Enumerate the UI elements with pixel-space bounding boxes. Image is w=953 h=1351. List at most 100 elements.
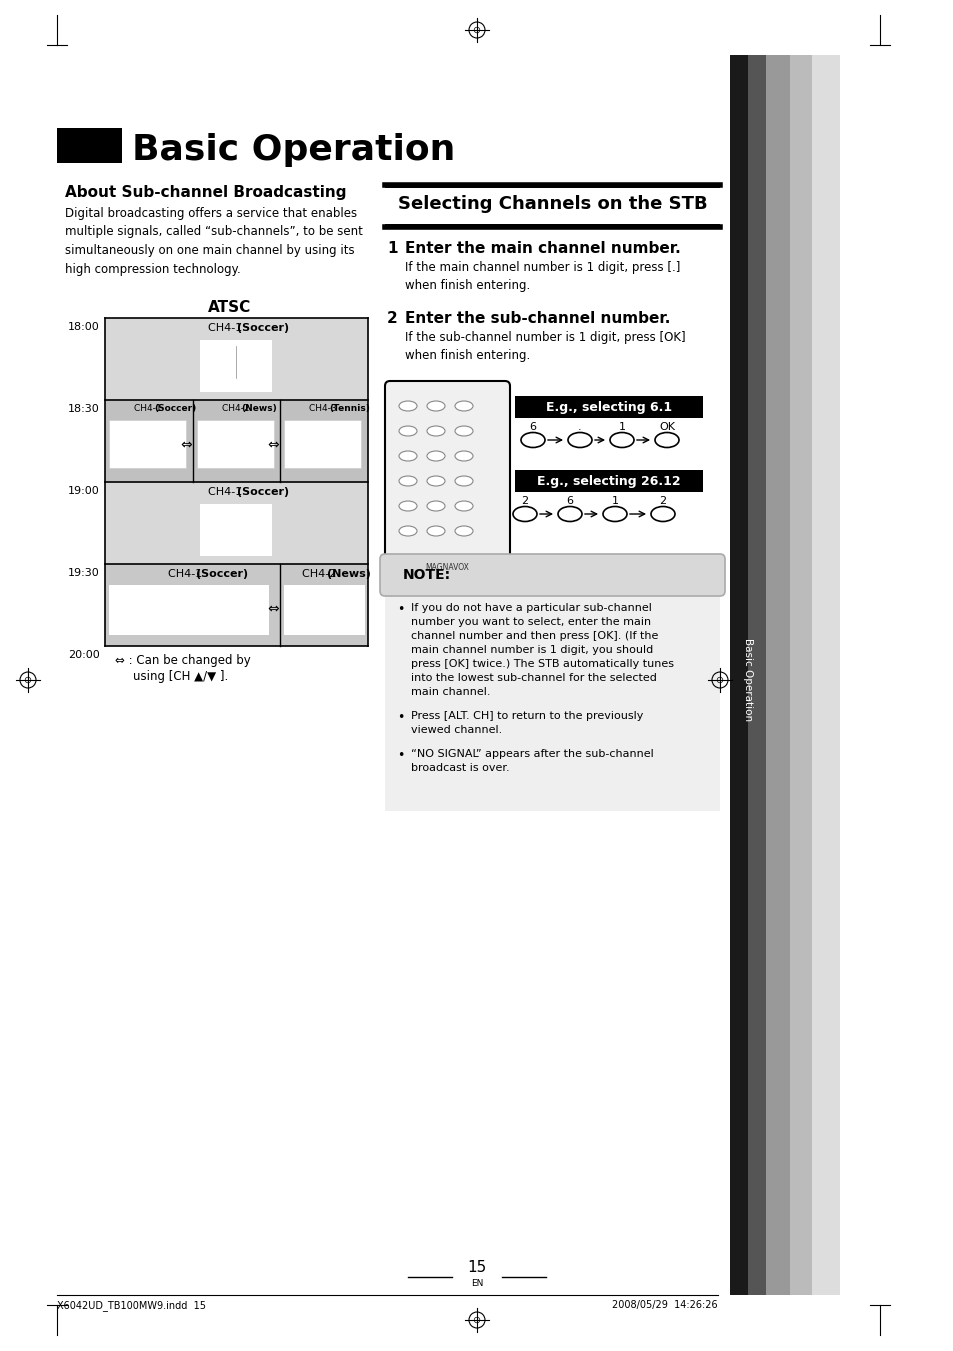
- Bar: [57, 128, 122, 163]
- Ellipse shape: [513, 507, 537, 521]
- Text: (Soccer): (Soccer): [153, 404, 196, 413]
- Text: CH4-1: CH4-1: [133, 404, 164, 413]
- Text: .: .: [578, 422, 581, 432]
- Text: (Soccer): (Soccer): [195, 569, 248, 580]
- Bar: [200, 340, 273, 392]
- Ellipse shape: [602, 507, 626, 521]
- Bar: [747, 55, 765, 1296]
- Text: 1: 1: [618, 422, 625, 432]
- Ellipse shape: [655, 432, 679, 447]
- Text: ATSC: ATSC: [208, 300, 252, 315]
- Text: 6: 6: [529, 422, 536, 432]
- Bar: [385, 185, 720, 227]
- Ellipse shape: [558, 507, 581, 521]
- Ellipse shape: [398, 526, 416, 536]
- Text: (News): (News): [327, 569, 371, 580]
- Text: 18:00: 18:00: [69, 322, 100, 332]
- FancyBboxPatch shape: [379, 554, 724, 596]
- Text: •: •: [396, 711, 404, 724]
- Text: 15: 15: [467, 1260, 486, 1275]
- Text: If the main channel number is 1 digit, press [.]
when finish entering.: If the main channel number is 1 digit, p…: [405, 261, 679, 292]
- Bar: [765, 55, 789, 1296]
- Bar: [515, 396, 702, 417]
- Bar: [105, 482, 368, 563]
- Text: 1: 1: [387, 240, 397, 255]
- Bar: [729, 55, 747, 1296]
- Ellipse shape: [427, 451, 444, 461]
- Ellipse shape: [567, 432, 592, 447]
- Text: 19:00: 19:00: [69, 486, 100, 496]
- Ellipse shape: [455, 401, 473, 411]
- Ellipse shape: [398, 476, 416, 486]
- Ellipse shape: [650, 507, 675, 521]
- Text: 2: 2: [521, 496, 528, 507]
- Text: Selecting Channels on the STB: Selecting Channels on the STB: [397, 195, 706, 213]
- Ellipse shape: [398, 501, 416, 511]
- Ellipse shape: [520, 432, 544, 447]
- Text: 2: 2: [659, 496, 666, 507]
- Text: ⇔: ⇔: [267, 603, 279, 616]
- Ellipse shape: [455, 451, 473, 461]
- Text: 2: 2: [387, 311, 397, 326]
- Text: •: •: [396, 603, 404, 616]
- Text: 6: 6: [566, 496, 573, 507]
- Bar: [105, 563, 368, 646]
- Bar: [811, 55, 840, 1296]
- Ellipse shape: [455, 476, 473, 486]
- Bar: [109, 420, 186, 467]
- Text: If the sub-channel number is 1 digit, press [OK]
when finish entering.: If the sub-channel number is 1 digit, pr…: [405, 331, 685, 362]
- Text: •: •: [396, 748, 404, 762]
- Text: Press [ALT. CH] to return to the previously
viewed channel.: Press [ALT. CH] to return to the previou…: [411, 711, 642, 735]
- Text: About Sub-channel Broadcasting: About Sub-channel Broadcasting: [65, 185, 346, 200]
- Text: Basic Operation: Basic Operation: [132, 132, 455, 168]
- FancyBboxPatch shape: [385, 381, 510, 586]
- Bar: [385, 590, 720, 811]
- Text: ⇔: ⇔: [267, 438, 279, 453]
- Ellipse shape: [427, 476, 444, 486]
- Bar: [515, 470, 702, 492]
- Bar: [284, 420, 361, 467]
- Text: 20:00: 20:00: [69, 650, 100, 661]
- Text: CH4-2: CH4-2: [302, 569, 339, 580]
- Text: (News): (News): [241, 404, 277, 413]
- Text: using [CH ▲/▼ ].: using [CH ▲/▼ ].: [132, 670, 228, 684]
- Ellipse shape: [427, 526, 444, 536]
- Ellipse shape: [427, 401, 444, 411]
- Bar: [109, 585, 269, 635]
- Ellipse shape: [609, 432, 634, 447]
- Bar: [105, 400, 368, 482]
- Ellipse shape: [455, 426, 473, 436]
- Ellipse shape: [427, 426, 444, 436]
- Bar: [200, 504, 273, 557]
- Text: 2008/05/29  14:26:26: 2008/05/29 14:26:26: [612, 1300, 718, 1310]
- Ellipse shape: [398, 401, 416, 411]
- Bar: [196, 420, 274, 467]
- Ellipse shape: [398, 426, 416, 436]
- Text: OK: OK: [659, 422, 675, 432]
- Text: MAGNAVOX: MAGNAVOX: [425, 563, 469, 571]
- Text: E.g., selecting 6.1: E.g., selecting 6.1: [545, 400, 671, 413]
- Bar: [789, 55, 811, 1296]
- Text: 19:30: 19:30: [69, 567, 100, 578]
- Text: (Soccer): (Soccer): [237, 486, 290, 497]
- Text: ⇔: ⇔: [180, 438, 192, 453]
- Text: E.g., selecting 26.12: E.g., selecting 26.12: [537, 474, 680, 488]
- Ellipse shape: [427, 501, 444, 511]
- Text: Basic Operation: Basic Operation: [742, 639, 752, 721]
- Text: CH4-1: CH4-1: [209, 486, 246, 497]
- Text: Digital broadcasting offers a service that enables
multiple signals, called “sub: Digital broadcasting offers a service th…: [65, 207, 362, 276]
- Text: Enter the main channel number.: Enter the main channel number.: [405, 240, 680, 255]
- Text: X6042UD_TB100MW9.indd  15: X6042UD_TB100MW9.indd 15: [57, 1300, 206, 1310]
- Bar: [385, 188, 720, 224]
- Ellipse shape: [398, 451, 416, 461]
- Text: (Tennis): (Tennis): [329, 404, 370, 413]
- Bar: [284, 585, 365, 635]
- Text: 1: 1: [611, 496, 618, 507]
- Text: EN: EN: [471, 1279, 482, 1288]
- Text: (Soccer): (Soccer): [237, 323, 290, 332]
- Text: If you do not have a particular sub-channel
number you want to select, enter the: If you do not have a particular sub-chan…: [411, 603, 673, 697]
- Text: CH4-1: CH4-1: [168, 569, 205, 580]
- Text: CH4-2: CH4-2: [221, 404, 252, 413]
- Text: CH4-3: CH4-3: [309, 404, 339, 413]
- Text: 18:30: 18:30: [69, 404, 100, 413]
